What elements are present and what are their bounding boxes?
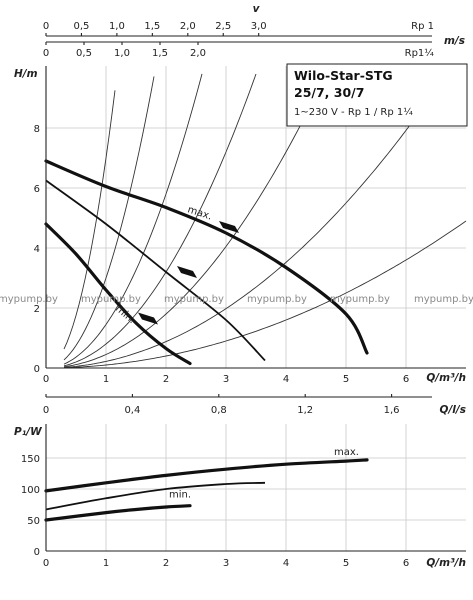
head-x-tick-label: 0 xyxy=(43,374,49,385)
head-curve-mid xyxy=(45,179,266,362)
watermark-text: mypump.by xyxy=(330,294,390,305)
system-curve xyxy=(63,71,449,368)
flow-axis-label-power: Q/m³/h xyxy=(426,557,466,569)
head-y-tick-label: 8 xyxy=(34,124,40,135)
head-y-tick-label: 6 xyxy=(34,184,40,195)
head-chart: Wilo-Star-STG 25/7, 30/7 1~230 V - Rp 1 … xyxy=(14,63,468,385)
power-chart: 0 1 2 3 4 5 6 0 50 100 150 P₁/W Q/m³/h max. min. xyxy=(14,424,466,569)
velocity-tick-label-rp1-1-4: 0,5 xyxy=(76,48,92,59)
velocity-tick-label-rp1-1-4: 2,0 xyxy=(190,48,206,59)
velocity-tick-label-rp1: 1,0 xyxy=(109,21,125,32)
system-curve xyxy=(63,220,467,369)
watermark-text: mypump.by xyxy=(0,294,58,305)
flow-ls-tick-label: 1,2 xyxy=(297,405,313,416)
chart-title-box xyxy=(286,63,468,127)
power-y-tick-label: 100 xyxy=(21,485,40,496)
system-curve xyxy=(63,73,203,365)
power-curve-min-label: min. xyxy=(169,490,191,501)
head-x-tick-label: 5 xyxy=(343,374,349,385)
power-x-tick-label: 4 xyxy=(283,558,289,569)
speed-marker-mid xyxy=(177,266,197,278)
power-y-tick-label: 150 xyxy=(21,454,40,465)
system-curve xyxy=(63,73,257,367)
head-curve-max xyxy=(44,159,369,355)
power-x-tick-label: 5 xyxy=(343,558,349,569)
head-axis-label: H/m xyxy=(14,68,38,80)
power-x-tick-label: 1 xyxy=(103,558,109,569)
velocity-axis-label: v xyxy=(253,3,261,15)
chart-subtitle: 25/7, 30/7 xyxy=(294,85,364,100)
head-x-tick-label: 4 xyxy=(283,374,289,385)
chart-title: Wilo-Star-STG xyxy=(294,68,393,83)
head-x-tick-label: 3 xyxy=(223,374,229,385)
power-axis-label: P₁/W xyxy=(14,426,42,438)
flow-ls-axis-label: Q/l/s xyxy=(440,404,466,416)
power-curve-max xyxy=(44,458,369,493)
system-curve xyxy=(63,69,329,368)
flow-ls-tick-label: 0,4 xyxy=(124,405,140,416)
head-y-tick-label: 2 xyxy=(34,304,40,315)
power-y-tick-label: 50 xyxy=(27,516,40,527)
power-x-tick-label: 2 xyxy=(163,558,169,569)
power-x-tick-label: 0 xyxy=(43,558,49,569)
head-y-tick-label: 4 xyxy=(34,244,40,255)
velocity-tick-label-rp1: 0,5 xyxy=(73,21,89,32)
head-y-tick-label: 0 xyxy=(34,364,40,375)
speed-marker-min xyxy=(138,312,158,325)
watermark-text: mypump.by xyxy=(164,294,224,305)
power-x-tick-label: 3 xyxy=(223,558,229,569)
power-x-tick-label: 6 xyxy=(403,558,409,569)
head-x-tick-label: 6 xyxy=(403,374,409,385)
system-curve xyxy=(63,90,116,350)
velocity-axis-group: v 0 0,5 1,0 1,5 2,0 2,5 3,0 0 0,5 1,0 1,5 2,0 Rp 1… xyxy=(43,3,465,59)
power-curve-mid xyxy=(45,481,266,511)
flow-ls-tick-label: 1,6 xyxy=(384,405,400,416)
power-curve-min xyxy=(44,504,192,522)
power-y-tick-label: 0 xyxy=(34,547,40,558)
velocity-tick-label-rp1: 3,0 xyxy=(251,21,267,32)
system-curve xyxy=(63,76,155,361)
velocity-axis-unit: m/s xyxy=(444,35,465,47)
velocity-tick-label-rp1: 2,0 xyxy=(180,21,196,32)
watermark-text: mypump.by xyxy=(81,294,141,305)
flow-ls-tick-label: 0 xyxy=(43,405,49,416)
chart-spec: 1~230 V - Rp 1 / Rp 1¼ xyxy=(294,106,413,118)
power-curve-max-label: max. xyxy=(334,447,359,458)
head-x-tick-label: 1 xyxy=(103,374,109,385)
head-curve-min xyxy=(44,222,192,366)
velocity-tick-label-rp1: 1,5 xyxy=(144,21,160,32)
velocity-tick-label-rp1: 0 xyxy=(43,21,49,32)
flow-ls-tick-label: 0,8 xyxy=(211,405,227,416)
velocity-tick-label-rp1-1-4: 0 xyxy=(43,48,49,59)
velocity-tick-label-rp1: 2,5 xyxy=(215,21,231,32)
velocity-axis-pipe-rp1-1-4: Rp1¼ xyxy=(405,47,435,59)
velocity-tick-label-rp1-1-4: 1,5 xyxy=(152,48,168,59)
flow-ls-axis-group: 0 0,4 0,8 1,2 1,6 Q/l/s xyxy=(43,394,466,416)
head-x-tick-label: 2 xyxy=(163,374,169,385)
watermark-row: mypump.by mypump.by mypump.by mypump.by mypu… xyxy=(0,294,473,305)
watermark-text: mypump.by xyxy=(414,294,473,305)
watermark-text: mypump.by xyxy=(247,294,307,305)
velocity-tick-label-rp1-1-4: 1,0 xyxy=(114,48,130,59)
velocity-axis-pipe-rp1: Rp 1 xyxy=(411,21,434,32)
flow-axis-label-head: Q/m³/h xyxy=(426,372,466,384)
speed-marker-max xyxy=(219,221,239,233)
